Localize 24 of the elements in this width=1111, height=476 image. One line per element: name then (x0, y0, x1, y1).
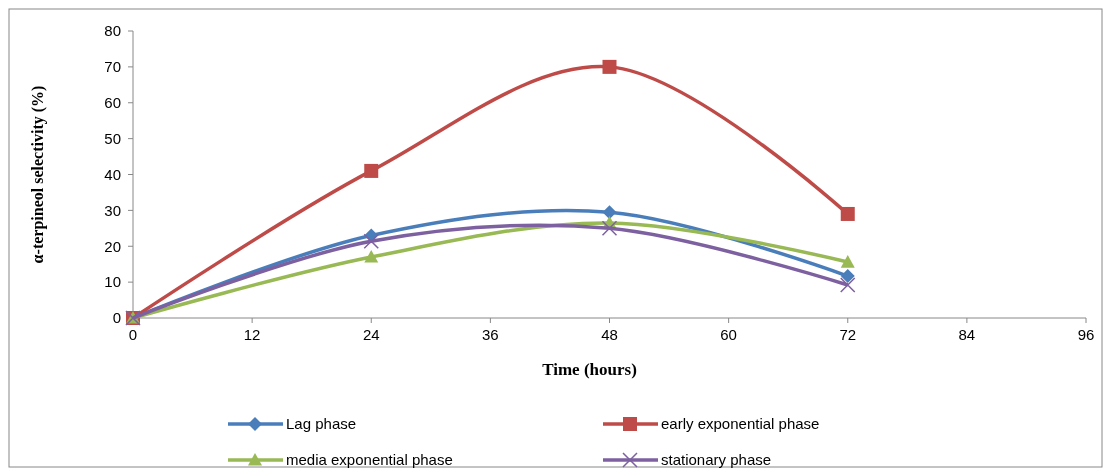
x-tick-label: 84 (958, 326, 976, 343)
x-axis-title: Time (hours) (542, 360, 637, 379)
x-tick-label: 72 (839, 326, 857, 343)
x-tick-label: 36 (482, 326, 499, 343)
x-tick-label: 48 (601, 326, 618, 343)
x-tick-label: 24 (362, 326, 380, 343)
legend-label: stationary phase (661, 451, 772, 469)
x-tick-label: 12 (243, 326, 261, 343)
legend-label: media exponential phase (286, 451, 453, 469)
legend-label: Lag phase (286, 415, 357, 433)
y-tick-label: 30 (104, 201, 121, 219)
legend-label: early exponential phase (661, 415, 820, 433)
y-tick-label: 70 (104, 58, 121, 76)
y-tick-label: 20 (104, 237, 121, 255)
y-tick-label: 10 (104, 273, 121, 291)
y-tick-label: 80 (104, 22, 121, 40)
y-axis-title: α-terpineol selectivity (%) (29, 85, 47, 264)
x-tick-label: 60 (720, 326, 737, 343)
y-tick-label: 0 (112, 309, 121, 327)
x-tick-label: 96 (1077, 326, 1095, 343)
y-tick-label: 40 (104, 165, 121, 183)
y-tick-label: 50 (104, 129, 121, 147)
x-tick-label: 0 (128, 326, 138, 343)
y-tick-label: 60 (104, 94, 121, 111)
